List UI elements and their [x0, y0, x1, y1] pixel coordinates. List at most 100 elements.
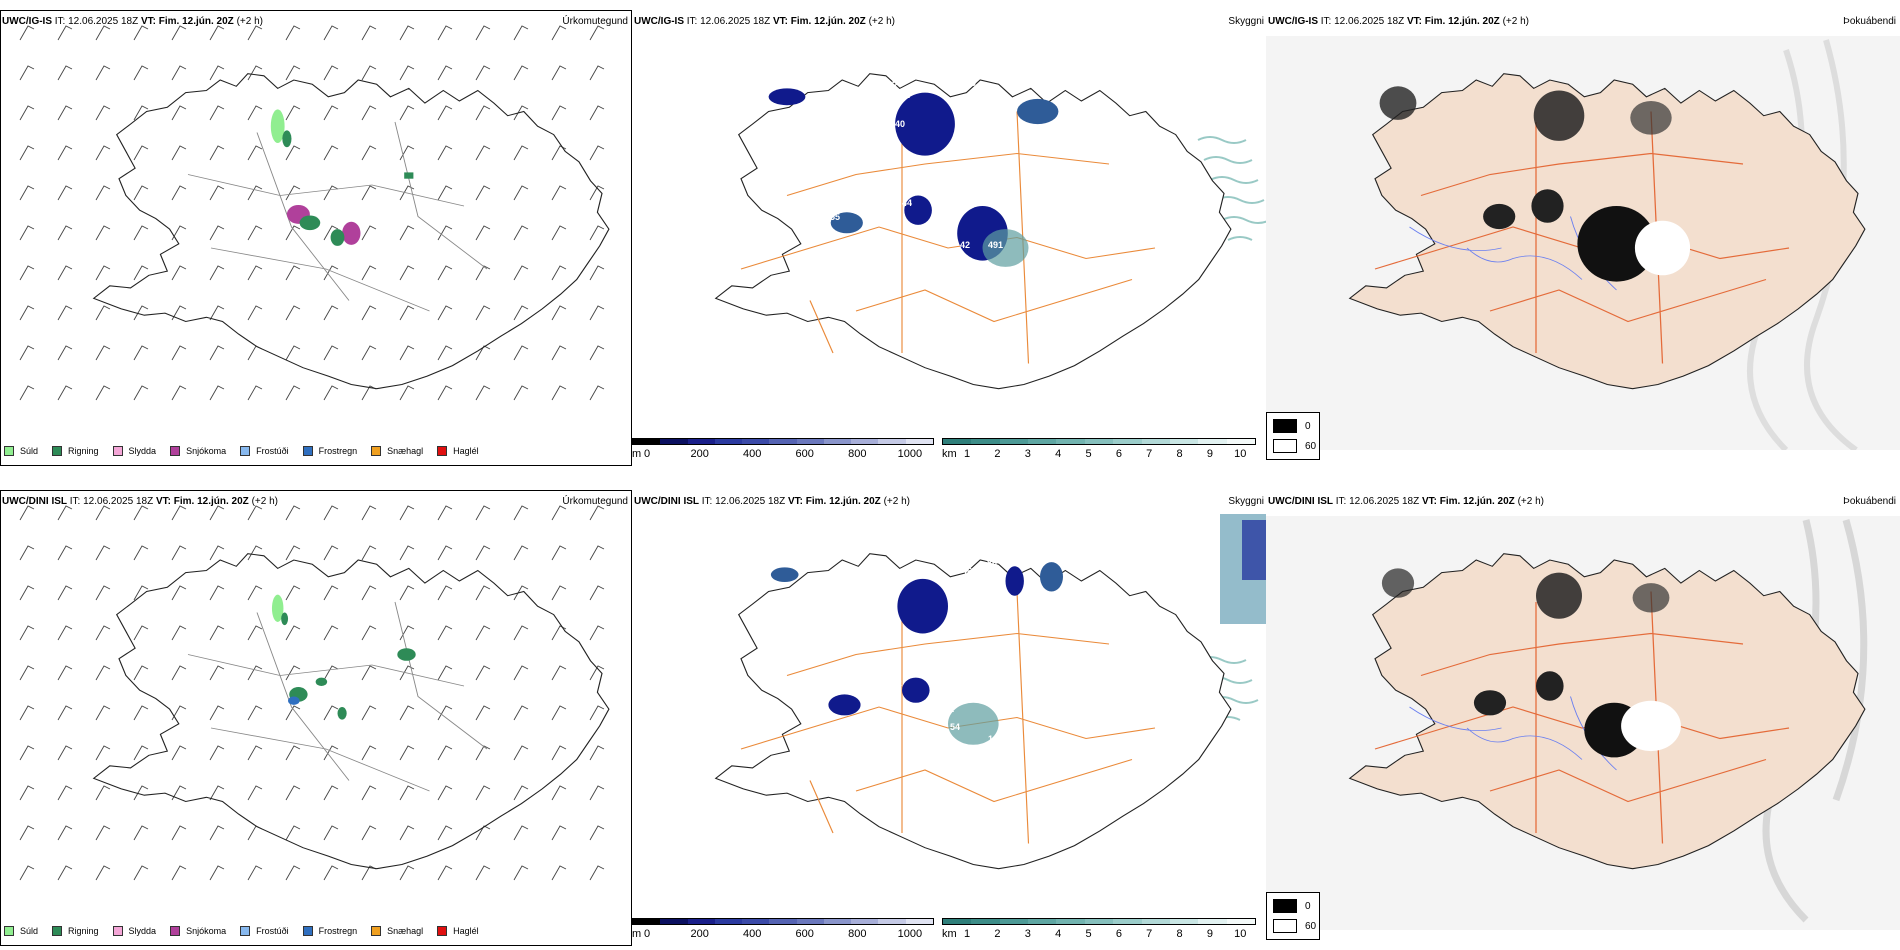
wind-barb — [247, 745, 263, 761]
colorbar-tick: 3 — [1024, 928, 1031, 940]
wind-barb — [19, 185, 35, 201]
wind-barb — [361, 625, 377, 641]
wind-barb — [399, 345, 415, 361]
wind-barb — [323, 105, 339, 121]
wind-barb — [285, 105, 301, 121]
wind-barb — [361, 825, 377, 841]
legend-item: Rigning — [52, 446, 99, 456]
precip-panel-row1: UWC/IG-IS IT: 12.06.2025 18Z VT: Fim. 12… — [0, 10, 632, 466]
precip-legend: Súld Rigning Slydda Snjókoma Frostúði Fr… — [4, 446, 493, 456]
wind-barb — [19, 265, 35, 281]
wind-barb — [437, 105, 453, 121]
wind-barb — [57, 345, 73, 361]
wind-barb — [323, 185, 339, 201]
wind-barb — [475, 745, 491, 761]
wind-barb — [589, 105, 605, 121]
visibility-value: 40 — [815, 696, 825, 706]
wind-barb — [323, 305, 339, 321]
wind-barb — [589, 25, 605, 41]
wind-barb — [589, 65, 605, 81]
wind-barb — [95, 585, 111, 601]
wind-barb — [551, 625, 567, 641]
wind-barb — [209, 385, 225, 401]
wind-barb — [19, 105, 35, 121]
panel-title: UWC/DINI ISL IT: 12.06.2025 18Z VT: Fim.… — [2, 496, 278, 507]
wind-barb — [323, 745, 339, 761]
wind-barb — [57, 545, 73, 561]
wind-barb — [133, 105, 149, 121]
wind-barb — [247, 105, 263, 121]
wind-barb — [589, 225, 605, 241]
wind-barb — [589, 825, 605, 841]
precip-panel-row2: UWC/DINI ISL IT: 12.06.2025 18Z VT: Fim.… — [0, 490, 632, 946]
wind-barb — [57, 145, 73, 161]
wind-barb — [19, 25, 35, 41]
wind-barb — [209, 345, 225, 361]
wind-barb — [589, 705, 605, 721]
wind-barb — [19, 785, 35, 801]
wind-barb — [171, 265, 187, 281]
wind-barb — [475, 225, 491, 241]
wind-barb — [513, 185, 529, 201]
wind-barb — [323, 625, 339, 641]
visibility-value: 10 — [988, 734, 998, 744]
colorbar-tick: 10 — [1234, 928, 1247, 940]
wind-barb — [95, 545, 111, 561]
wind-barb — [551, 185, 567, 201]
wind-barb — [361, 305, 377, 321]
wind-barb — [399, 25, 415, 41]
wind-barb — [57, 225, 73, 241]
wind-barb — [475, 25, 491, 41]
fog-panel-row1: UWC/IG-IS IT: 12.06.2025 18Z VT: Fim. 12… — [1266, 10, 1900, 466]
wind-barb — [285, 625, 301, 641]
wind-barb — [285, 65, 301, 81]
wind-barb — [513, 225, 529, 241]
wind-barb — [399, 305, 415, 321]
wind-barb — [209, 225, 225, 241]
wind-barb — [57, 25, 73, 41]
wind-barb — [361, 665, 377, 681]
wind-barb — [551, 385, 567, 401]
fog-panel-row2: UWC/DINI ISL IT: 12.06.2025 18Z VT: Fim.… — [1266, 490, 1900, 946]
wind-barb — [133, 745, 149, 761]
wind-barb — [437, 305, 453, 321]
visibility-value: 30 — [882, 120, 892, 130]
wind-barb — [513, 545, 529, 561]
cloudbase-colorbar — [632, 918, 934, 925]
wind-barb — [513, 745, 529, 761]
legend-item: Súld — [4, 446, 38, 456]
wind-barb — [475, 265, 491, 281]
colorbar-tick: 400 — [743, 448, 762, 460]
wind-barb — [19, 345, 35, 361]
wind-barb — [19, 385, 35, 401]
wind-barb — [95, 705, 111, 721]
wind-barb — [475, 185, 491, 201]
wind-barb — [133, 265, 149, 281]
wind-barb — [513, 25, 529, 41]
wind-barb — [361, 785, 377, 801]
legend-item: Frostregn — [302, 926, 357, 936]
wind-barb — [513, 105, 529, 121]
wind-barb — [361, 185, 377, 201]
visibility-numbers: 50 39 46 86 140 42 40 31 54 10 — [772, 546, 1005, 744]
wind-barb — [589, 345, 605, 361]
wind-barb — [589, 665, 605, 681]
wind-barb — [323, 665, 339, 681]
wind-barb — [171, 705, 187, 721]
wind-barb — [323, 585, 339, 601]
wind-barb — [437, 185, 453, 201]
panel-field-label: Skyggni — [1228, 16, 1264, 27]
wind-barb — [209, 265, 225, 281]
colorbar-tick: 8 — [1176, 448, 1183, 460]
wind-barb — [133, 505, 149, 521]
wind-barb — [247, 505, 263, 521]
wind-barb — [551, 105, 567, 121]
wind-barb — [57, 785, 73, 801]
colorbar-tick: 7 — [1146, 448, 1153, 460]
wind-barb — [171, 825, 187, 841]
wind-barb — [475, 385, 491, 401]
wind-barb — [361, 25, 377, 41]
visibility-value: 50 — [966, 78, 976, 88]
wind-barb — [95, 745, 111, 761]
wind-barb — [399, 385, 415, 401]
